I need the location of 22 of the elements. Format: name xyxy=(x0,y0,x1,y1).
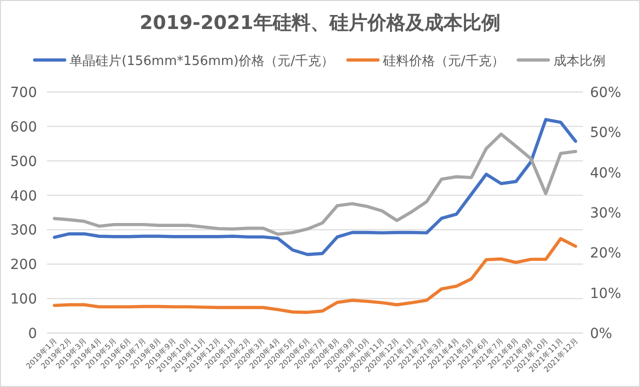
y2-tick-label: 60% xyxy=(590,85,622,101)
y-tick-label: 300 xyxy=(10,222,37,239)
y2-tick-label: 50% xyxy=(590,125,622,142)
y2-tick-label: 0% xyxy=(590,326,612,342)
chart-title: 2019-2021年硅料、硅片价格及成本比例 xyxy=(140,12,500,34)
y-tick-label: 400 xyxy=(10,188,37,204)
legend-label: 成本比例 xyxy=(553,54,606,69)
line-series xyxy=(52,237,578,314)
y-tick-label: 600 xyxy=(10,119,37,136)
y-tick-label: 700 xyxy=(10,85,37,101)
y2-tick-label: 30% xyxy=(590,206,622,222)
y-tick-label: 100 xyxy=(10,292,37,308)
y-tick-label: 200 xyxy=(10,257,37,274)
y-tick-label: 0 xyxy=(28,326,37,342)
y2-tick-label: 40% xyxy=(590,165,622,182)
y2-tick-label: 20% xyxy=(590,246,622,262)
legend-label: 单晶硅片(156mm*156mm)价格（元/千克） xyxy=(70,54,334,69)
line-series xyxy=(52,132,578,236)
y-tick-label: 500 xyxy=(10,154,37,170)
legend-label: 硅料价格（元/千克） xyxy=(382,54,504,69)
line-series xyxy=(52,118,578,256)
y2-tick-label: 10% xyxy=(590,286,622,302)
